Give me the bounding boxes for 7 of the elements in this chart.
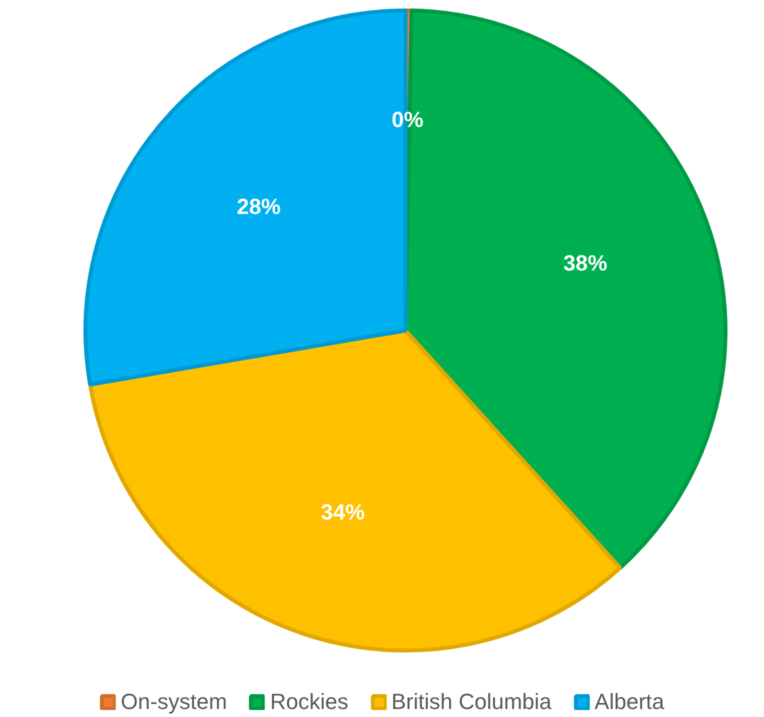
legend-label: Rockies (270, 689, 348, 715)
legend-label: Alberta (594, 689, 664, 715)
legend-label: British Columbia (391, 689, 552, 715)
legend-label: On-system (120, 689, 228, 715)
data-label: 34% (320, 499, 365, 524)
data-label: 38% (563, 250, 608, 276)
data-label: 28% (236, 194, 281, 220)
